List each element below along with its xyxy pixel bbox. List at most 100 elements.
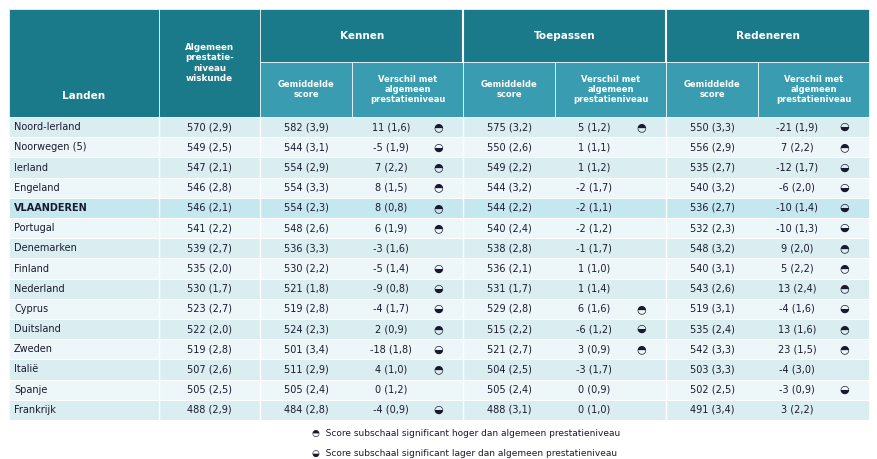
Text: ◓: ◓ — [433, 324, 443, 334]
Text: -12 (1,7): -12 (1,7) — [775, 162, 817, 173]
Text: -5 (1,9): -5 (1,9) — [373, 142, 409, 152]
Text: 8 (0,8): 8 (0,8) — [374, 203, 407, 213]
Text: Spanje: Spanje — [14, 385, 47, 395]
Text: 488 (2,9): 488 (2,9) — [187, 405, 232, 415]
Text: 539 (2,7): 539 (2,7) — [187, 243, 232, 253]
Text: ◓: ◓ — [839, 324, 849, 334]
Text: 540 (2,4): 540 (2,4) — [486, 223, 531, 233]
FancyBboxPatch shape — [666, 62, 757, 117]
Text: -4 (1,7): -4 (1,7) — [373, 304, 409, 314]
FancyBboxPatch shape — [9, 178, 868, 198]
Text: 532 (2,3): 532 (2,3) — [689, 223, 734, 233]
Text: ◒  Score subschaal significant lager dan algemeen prestatieniveau: ◒ Score subschaal significant lager dan … — [311, 448, 617, 458]
Text: 507 (2,6): 507 (2,6) — [187, 364, 232, 375]
Text: 544 (2,2): 544 (2,2) — [486, 203, 531, 213]
Text: ◓: ◓ — [636, 122, 645, 132]
Text: 544 (3,1): 544 (3,1) — [283, 142, 328, 152]
Text: VLAANDEREN: VLAANDEREN — [14, 203, 88, 213]
FancyBboxPatch shape — [159, 9, 260, 117]
Text: 0 (1,2): 0 (1,2) — [374, 385, 407, 395]
Text: Verschil met
algemeen
prestatieniveau: Verschil met algemeen prestatieniveau — [775, 75, 851, 104]
Text: -3 (0,9): -3 (0,9) — [778, 385, 814, 395]
Text: Gemiddelde
score: Gemiddelde score — [481, 80, 537, 99]
FancyBboxPatch shape — [9, 218, 868, 238]
Text: 543 (2,6): 543 (2,6) — [689, 284, 734, 294]
Text: 505 (2,5): 505 (2,5) — [187, 385, 232, 395]
Text: 504 (2,5): 504 (2,5) — [486, 364, 531, 375]
Text: ◒: ◒ — [839, 183, 849, 193]
Text: 519 (3,1): 519 (3,1) — [689, 304, 733, 314]
Text: ◓: ◓ — [839, 284, 849, 294]
Text: Zweden: Zweden — [14, 344, 53, 354]
Text: 4 (1,0): 4 (1,0) — [374, 364, 407, 375]
Text: Toepassen: Toepassen — [533, 31, 595, 40]
Text: Landen: Landen — [62, 91, 105, 101]
Text: -10 (1,4): -10 (1,4) — [775, 203, 817, 213]
Text: Finland: Finland — [14, 263, 49, 274]
Text: 554 (3,3): 554 (3,3) — [283, 183, 328, 193]
Text: 548 (3,2): 548 (3,2) — [689, 243, 734, 253]
Text: Portugal: Portugal — [14, 223, 54, 233]
FancyBboxPatch shape — [260, 62, 352, 117]
Text: -4 (1,6): -4 (1,6) — [778, 304, 814, 314]
Text: 536 (2,7): 536 (2,7) — [689, 203, 734, 213]
FancyBboxPatch shape — [666, 9, 868, 62]
Text: 530 (2,2): 530 (2,2) — [283, 263, 328, 274]
FancyBboxPatch shape — [260, 9, 463, 62]
Text: 503 (3,3): 503 (3,3) — [689, 364, 733, 375]
Text: Italië: Italië — [14, 364, 39, 375]
Text: -4 (0,9): -4 (0,9) — [373, 405, 409, 415]
Text: 554 (2,9): 554 (2,9) — [283, 162, 328, 173]
Text: 575 (3,2): 575 (3,2) — [486, 122, 531, 132]
Text: 5 (1,2): 5 (1,2) — [577, 122, 610, 132]
Text: -2 (1,2): -2 (1,2) — [575, 223, 611, 233]
Text: 549 (2,2): 549 (2,2) — [486, 162, 531, 173]
FancyBboxPatch shape — [463, 62, 554, 117]
Text: 547 (2,1): 547 (2,1) — [187, 162, 232, 173]
FancyBboxPatch shape — [554, 62, 666, 117]
Text: 502 (2,5): 502 (2,5) — [688, 385, 734, 395]
Text: ◒: ◒ — [839, 304, 849, 314]
Text: 13 (2,4): 13 (2,4) — [777, 284, 816, 294]
Text: ◓: ◓ — [433, 122, 443, 132]
Text: 544 (3,2): 544 (3,2) — [486, 183, 531, 193]
FancyBboxPatch shape — [9, 137, 868, 157]
Text: 519 (2,8): 519 (2,8) — [283, 304, 328, 314]
Text: ◓: ◓ — [636, 344, 645, 354]
FancyBboxPatch shape — [757, 62, 868, 117]
Text: 548 (2,6): 548 (2,6) — [283, 223, 328, 233]
Text: 515 (2,2): 515 (2,2) — [486, 324, 531, 334]
Text: 9 (2,0): 9 (2,0) — [780, 243, 812, 253]
Text: -3 (1,7): -3 (1,7) — [575, 364, 611, 375]
Text: 536 (2,1): 536 (2,1) — [486, 263, 531, 274]
Text: 2 (0,9): 2 (0,9) — [374, 324, 407, 334]
Text: Redeneren: Redeneren — [735, 31, 799, 40]
Text: Frankrijk: Frankrijk — [14, 405, 56, 415]
Text: 484 (2,8): 484 (2,8) — [283, 405, 328, 415]
Text: 11 (1,6): 11 (1,6) — [371, 122, 410, 132]
Text: 521 (1,8): 521 (1,8) — [283, 284, 328, 294]
Text: Algemeen
prestatie-
niveau
wiskunde: Algemeen prestatie- niveau wiskunde — [185, 43, 233, 83]
Text: 554 (2,3): 554 (2,3) — [283, 203, 328, 213]
Text: -5 (1,4): -5 (1,4) — [373, 263, 409, 274]
Text: ◓: ◓ — [433, 183, 443, 193]
Text: ◒: ◒ — [433, 263, 443, 274]
FancyBboxPatch shape — [9, 157, 868, 178]
Text: ◒: ◒ — [433, 344, 443, 354]
Text: ◓: ◓ — [433, 364, 443, 375]
FancyBboxPatch shape — [9, 198, 868, 218]
FancyBboxPatch shape — [9, 299, 868, 319]
Text: 505 (2,4): 505 (2,4) — [283, 385, 328, 395]
Text: ◒: ◒ — [433, 284, 443, 294]
FancyBboxPatch shape — [9, 339, 868, 359]
Text: 23 (1,5): 23 (1,5) — [777, 344, 816, 354]
Text: 1 (1,2): 1 (1,2) — [577, 162, 610, 173]
Text: 1 (1,0): 1 (1,0) — [577, 263, 610, 274]
Text: ◒: ◒ — [433, 405, 443, 415]
Text: ◓: ◓ — [839, 344, 849, 354]
FancyBboxPatch shape — [463, 9, 666, 62]
Text: 549 (2,5): 549 (2,5) — [187, 142, 232, 152]
Text: 0 (1,0): 0 (1,0) — [577, 405, 610, 415]
Text: 535 (2,0): 535 (2,0) — [187, 263, 232, 274]
Text: 535 (2,7): 535 (2,7) — [688, 162, 734, 173]
